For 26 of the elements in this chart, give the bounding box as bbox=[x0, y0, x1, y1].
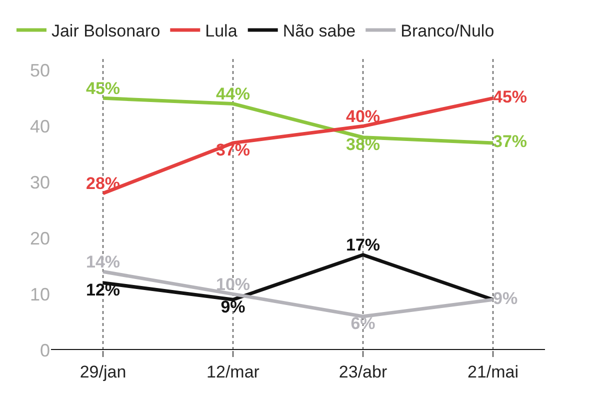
data-label: 17% bbox=[346, 236, 380, 255]
data-label: 10% bbox=[216, 274, 250, 294]
legend-label: Jair Bolsonaro bbox=[51, 22, 160, 41]
x-tick-label: 12/mar bbox=[206, 362, 260, 382]
y-tick-label: 50 bbox=[30, 60, 50, 80]
data-label: 38% bbox=[346, 135, 380, 154]
data-label: 44% bbox=[216, 84, 250, 104]
y-tick-label: 30 bbox=[30, 172, 50, 192]
y-tick-label: 20 bbox=[30, 228, 50, 248]
legend-label: Não sabe bbox=[282, 22, 356, 41]
x-tick-label: 21/mai bbox=[467, 362, 519, 382]
data-label: 6% bbox=[350, 314, 376, 334]
data-label: 40% bbox=[346, 106, 380, 126]
y-tick-label: 40 bbox=[30, 116, 50, 136]
x-tick-label: 29/jan bbox=[80, 362, 126, 382]
data-label: 9% bbox=[220, 297, 246, 316]
data-label: 14% bbox=[86, 252, 120, 272]
data-label: 45% bbox=[86, 78, 120, 98]
legend-label: Branco/Nulo bbox=[400, 22, 494, 41]
x-tick-label: 23/abr bbox=[338, 362, 388, 382]
data-label: 45% bbox=[493, 87, 528, 106]
y-tick-label: 0 bbox=[40, 340, 50, 360]
data-label: 9% bbox=[493, 288, 518, 308]
data-label: 37% bbox=[493, 132, 528, 152]
legend-label: Lula bbox=[205, 22, 238, 41]
y-tick-label: 10 bbox=[30, 284, 50, 304]
